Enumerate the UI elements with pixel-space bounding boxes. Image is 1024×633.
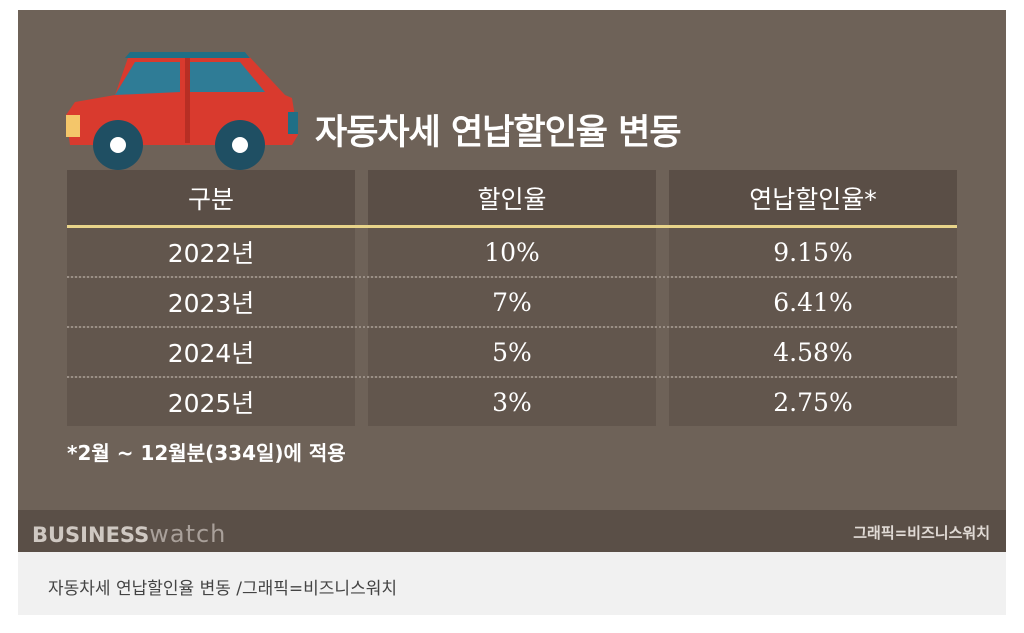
column-header: 할인율 [368,170,656,225]
table-cell: 2025년 [67,378,355,426]
car-icon [66,52,298,170]
brand-main: BUSINESS [32,523,150,547]
row-separator [67,276,957,278]
table-cell: 2022년 [67,228,355,276]
caption: 자동차세 연납할인율 변동 /그래픽=비즈니스워치 [48,579,397,599]
table-cell: 10% [368,228,656,276]
table-cell: 6.41% [669,278,957,326]
table-cell: 2023년 [67,278,355,326]
table-cell: 4.58% [669,328,957,376]
footer-bar [18,510,1006,552]
caption-box [18,552,1006,615]
table-cell: 5% [368,328,656,376]
table-cell: 2.75% [669,378,957,426]
header-divider [67,225,957,228]
brand: BUSINESSwatch [32,520,226,548]
table-cell: 2024년 [67,328,355,376]
row-separator [67,326,957,328]
note: *2월 ~ 12월분(334일)에 적용 [67,441,346,465]
column-header: 구분 [67,170,355,225]
table-cell: 9.15% [669,228,957,276]
brand-sub: watch [149,520,227,548]
table-cell: 7% [368,278,656,326]
credit: 그래픽=비즈니스워치 [853,524,990,542]
row-separator [67,376,957,378]
column-header: 연납할인율* [669,170,957,225]
table-cell: 3% [368,378,656,426]
title: 자동차세 연납할인율 변동 [315,113,682,153]
